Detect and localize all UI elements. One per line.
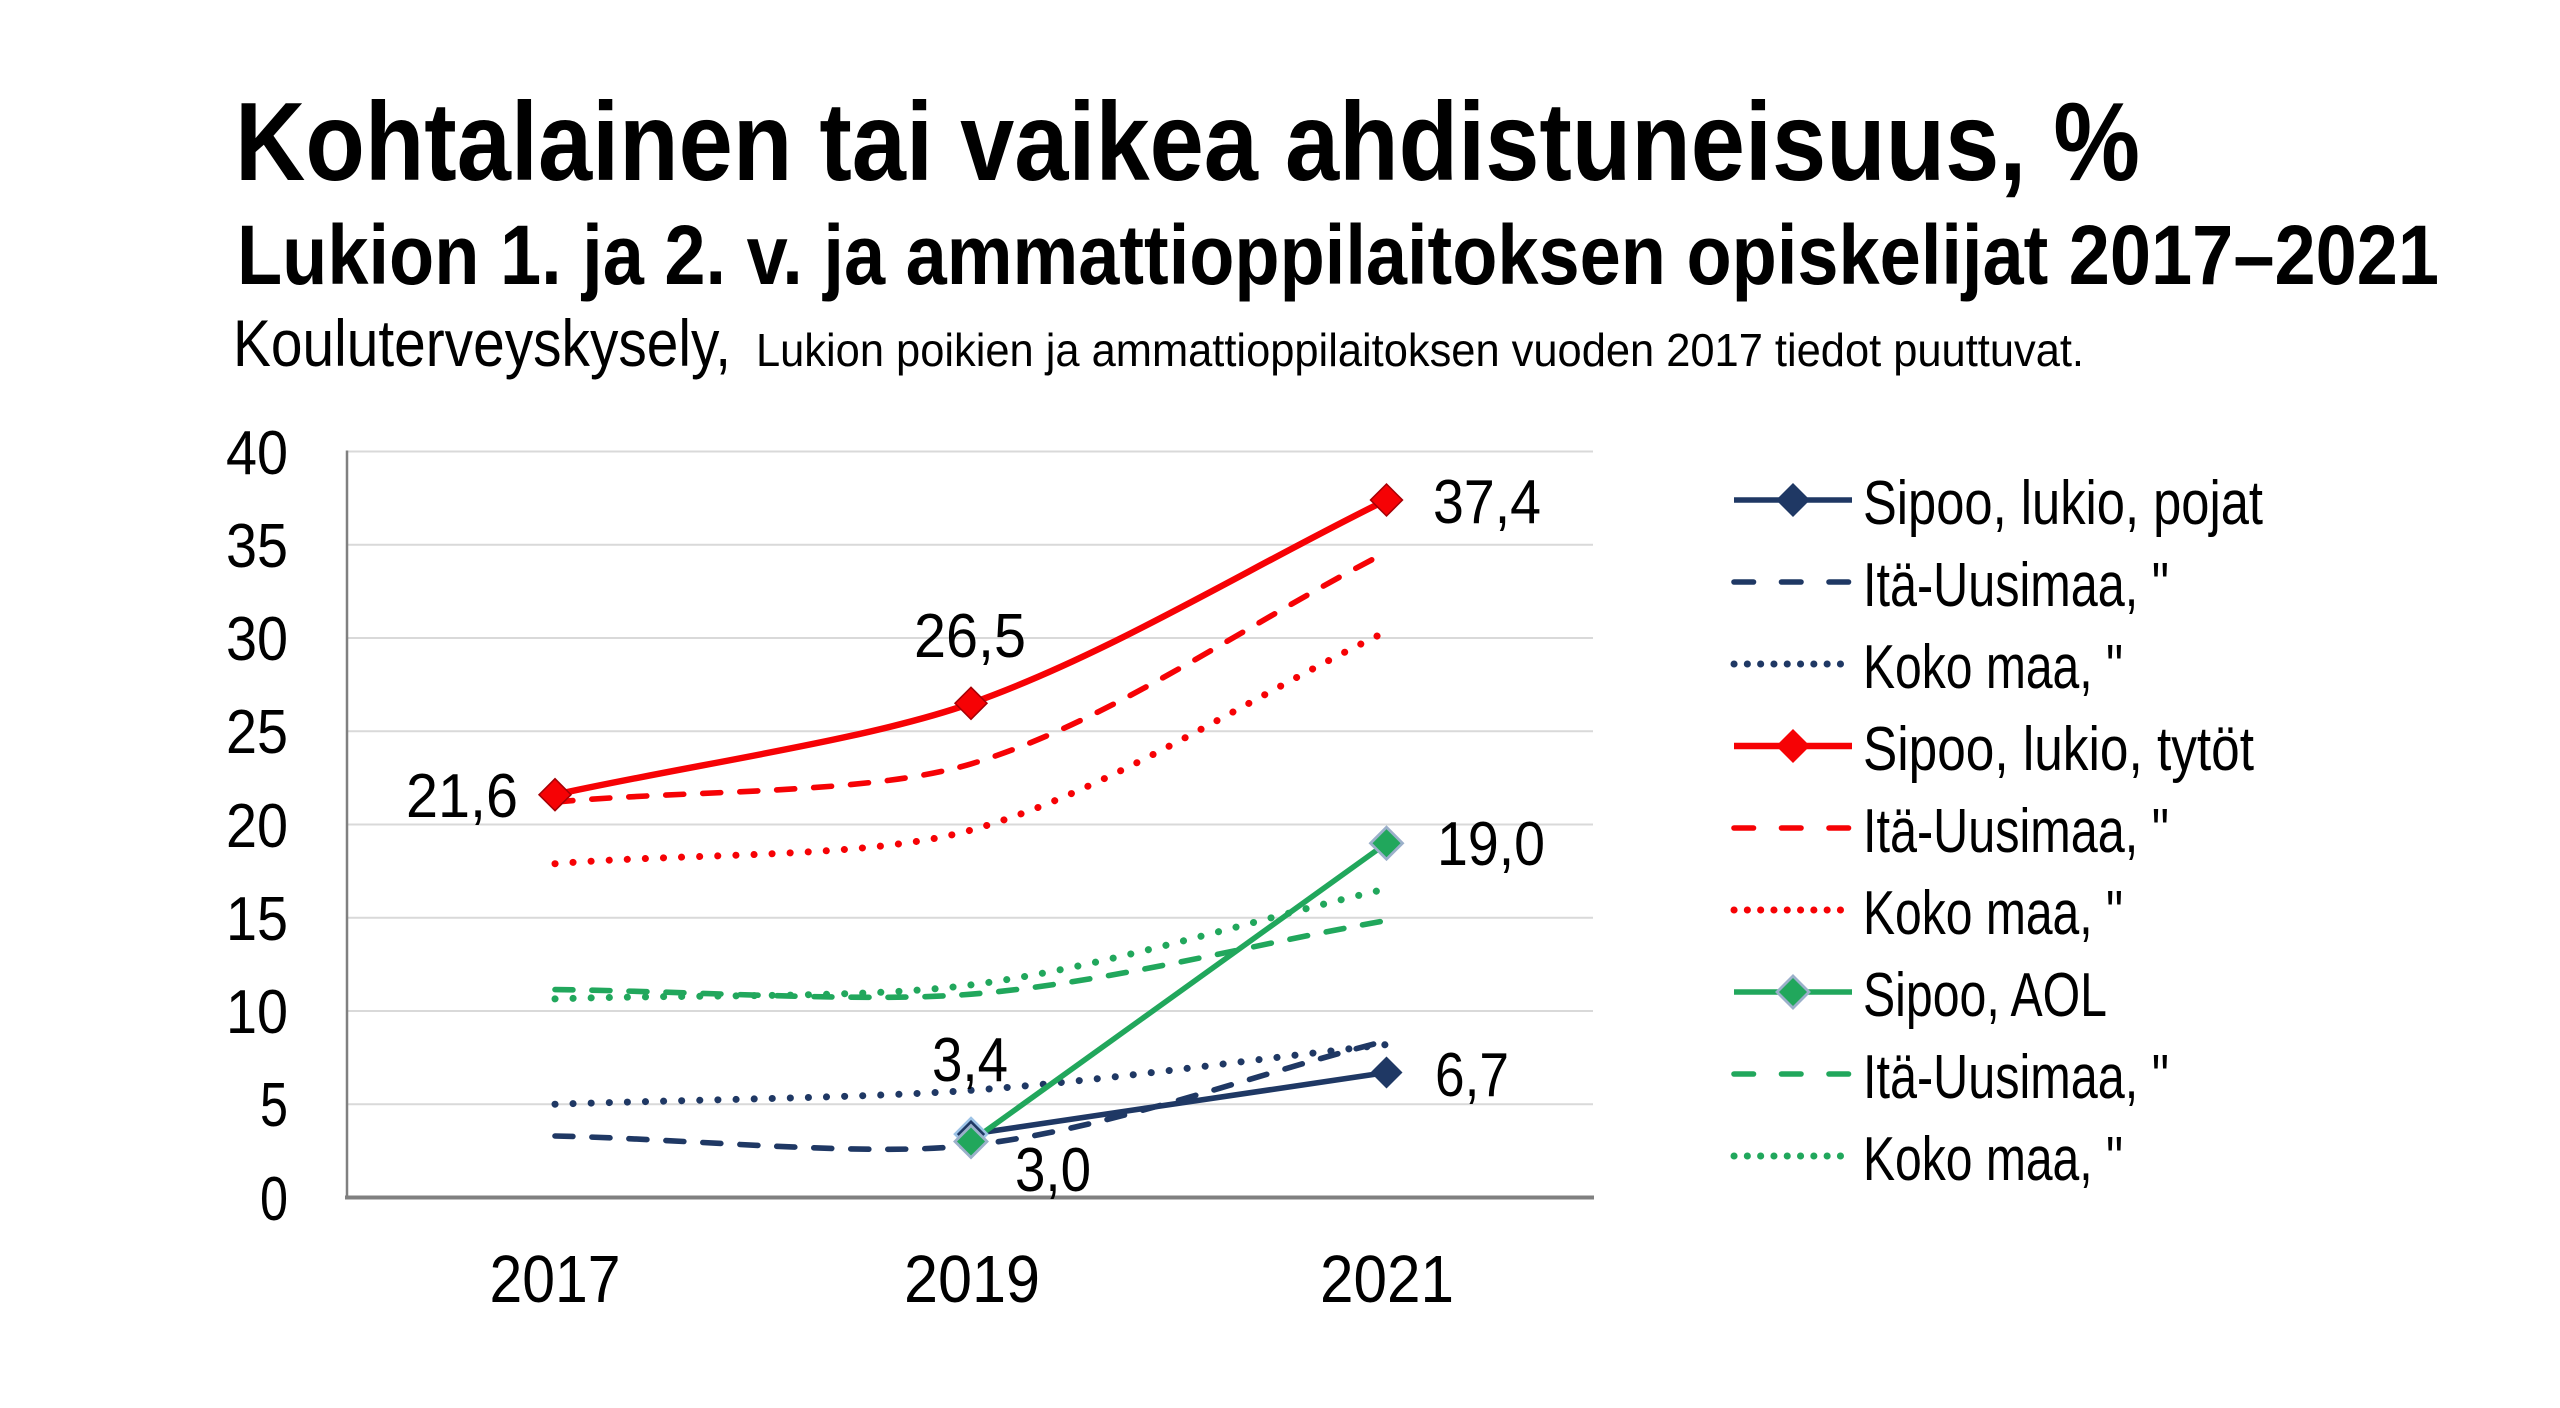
svg-text:15: 15 [226, 885, 288, 954]
svg-text:0: 0 [260, 1165, 288, 1234]
svg-text:37,4: 37,4 [1433, 468, 1541, 537]
svg-text:20: 20 [226, 792, 288, 861]
svg-text:40: 40 [226, 419, 288, 488]
svg-text:Koko maa, ": Koko maa, " [1863, 633, 2123, 702]
svg-text:Itä-Uusimaa, ": Itä-Uusimaa, " [1863, 551, 2169, 620]
svg-text:5: 5 [260, 1071, 288, 1140]
svg-text:Itä-Uusimaa, ": Itä-Uusimaa, " [1863, 1043, 2169, 1112]
svg-text:2017: 2017 [490, 1242, 621, 1317]
svg-text:Koko maa, ": Koko maa, " [1863, 879, 2123, 948]
svg-text:Itä-Uusimaa, ": Itä-Uusimaa, " [1863, 797, 2169, 866]
svg-text:30: 30 [226, 605, 288, 674]
svg-text:25: 25 [226, 698, 288, 767]
svg-text:26,5: 26,5 [914, 602, 1026, 671]
svg-text:3,0: 3,0 [1015, 1136, 1091, 1205]
svg-text:Koko maa, ": Koko maa, " [1863, 1125, 2123, 1194]
svg-text:Sipoo, AOL: Sipoo, AOL [1863, 961, 2107, 1030]
svg-text:Lukion poikien ja ammattioppil: Lukion poikien ja ammattioppilaitoksen v… [756, 324, 2084, 376]
svg-text:6,7: 6,7 [1435, 1041, 1509, 1110]
svg-text:Sipoo, lukio, pojat: Sipoo, lukio, pojat [1863, 469, 2263, 538]
svg-text:10: 10 [226, 978, 288, 1047]
svg-text:Sipoo, lukio, tytöt: Sipoo, lukio, tytöt [1863, 715, 2254, 784]
svg-text:21,6: 21,6 [406, 762, 518, 831]
svg-text:35: 35 [226, 512, 288, 581]
svg-text:3,4: 3,4 [932, 1026, 1008, 1095]
svg-text:19,0: 19,0 [1437, 810, 1545, 879]
svg-text:Lukion 1. ja 2. v. ja ammattio: Lukion 1. ja 2. v. ja ammattioppilaitoks… [237, 208, 2439, 302]
svg-text:2021: 2021 [1320, 1242, 1454, 1317]
svg-text:Kohtalainen tai vaikea ahdistu: Kohtalainen tai vaikea ahdistuneisuus, % [235, 80, 2140, 204]
svg-text:Kouluterveyskysely,: Kouluterveyskysely, [233, 306, 731, 380]
svg-text:2019: 2019 [904, 1242, 1040, 1317]
